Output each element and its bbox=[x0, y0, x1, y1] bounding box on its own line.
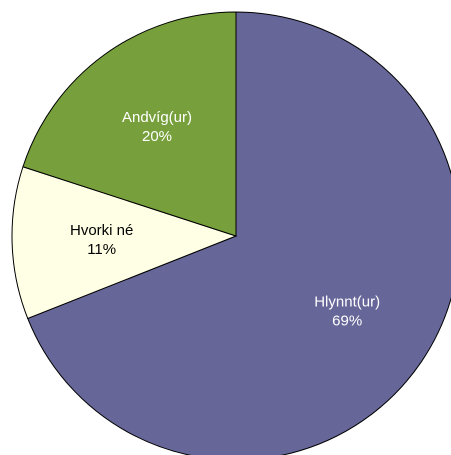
slice-label: Hvorki né bbox=[70, 222, 133, 239]
slice-label: Hlynnt(ur) bbox=[314, 294, 380, 311]
slice-value-label: 11% bbox=[87, 241, 116, 258]
pie-slice bbox=[11, 166, 238, 320]
slice-label: Andvíg(ur) bbox=[122, 109, 192, 126]
slice-value-label: 20% bbox=[142, 128, 172, 145]
slice-value-label: 69% bbox=[332, 313, 362, 330]
pie-slice bbox=[27, 11, 451, 455]
pie-slice bbox=[22, 11, 237, 237]
